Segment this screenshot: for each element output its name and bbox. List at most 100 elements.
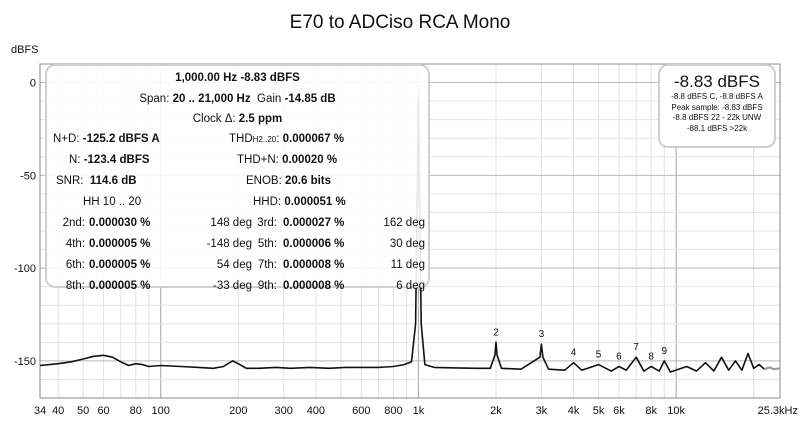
x-tick-label: 2k <box>490 405 502 417</box>
y-tick-label: -150 <box>14 356 36 368</box>
x-tick-label: 80 <box>130 405 142 417</box>
harmonic-d1-cell: -33 deg <box>212 280 252 292</box>
nd-label: N+D: <box>53 133 80 145</box>
harmonic-n2-cell: 7th: <box>257 259 277 271</box>
harmonic-v1-cell: 0.000005 % <box>89 280 151 292</box>
y-tick-label: -100 <box>14 263 36 275</box>
x-tick-label: 5k <box>593 405 605 417</box>
x-tick-label: 800 <box>384 405 402 417</box>
harmonic-n2-cell: 5th: <box>257 238 277 250</box>
harmonic-n2-cell: 3rd: <box>257 217 277 229</box>
harmonic-v1-cell: 0.000005 % <box>89 259 151 271</box>
hh-range-label: HH 10 .. 20 <box>83 196 142 208</box>
harmonic-label: 7 <box>633 342 639 353</box>
harmonic-d2-cell: 6 deg <box>396 280 425 292</box>
peak-detail-2: Peak sample: -8.83 dBFS <box>671 102 763 112</box>
harmonic-v1-cell: 0.000030 % <box>89 217 151 229</box>
x-tick-label: 10k <box>667 405 685 417</box>
x-tick-label: 25.3kHz <box>758 405 798 417</box>
gain-value: -14.85 dB <box>284 93 336 105</box>
enob-row: ENOB: 20.6 bits <box>246 175 331 187</box>
span-value: 20 .. 21,000 Hz <box>172 93 251 105</box>
thd-row: THDH2..20: 0.000067 % <box>229 133 344 145</box>
nd-row: N+D: -125.2 dBFS A <box>53 133 160 145</box>
snr-label: SNR: <box>56 175 84 187</box>
thdn-row: THD+N: 0.00020 % <box>237 154 337 166</box>
fundamental-value: 1,000.00 Hz -8.83 dBFS <box>175 72 300 84</box>
y-axis-ticks: 0 -50 -100 -150 <box>14 78 36 368</box>
harmonic-label: 6 <box>616 351 622 362</box>
harmonic-label: 9 <box>662 346 668 357</box>
harmonic-d1-cell: -148 deg <box>206 238 252 250</box>
harmonic-label: 8 <box>648 351 654 362</box>
gain-label: Gain <box>257 93 282 105</box>
stats-panel: 1,000.00 Hz -8.83 dBFS Span: 20 .. 21,00… <box>45 64 430 292</box>
x-tick-label: 3k <box>536 405 548 417</box>
peak-detail-1: -8.8 dBFS C, -8.8 dBFS A <box>671 92 763 101</box>
enob-label: ENOB: <box>246 175 282 187</box>
peak-main-value: -8.83 dBFS <box>674 72 760 91</box>
peak-box: -8.83 dBFS -8.8 dBFS C, -8.8 dBFS A Peak… <box>658 64 776 148</box>
y-tick-label: -50 <box>20 170 36 182</box>
peak-detail-3: -8.8 dBFS 22 - 22k UNW <box>672 113 762 122</box>
clock-label: Clock Δ: <box>192 113 236 125</box>
x-tick-label: 34 <box>34 405 46 417</box>
thdn-label: THD+N: <box>237 154 279 166</box>
x-tick-label: 200 <box>229 405 247 417</box>
span-label: Span: <box>139 93 170 105</box>
span-gain-row: Span: 20 .. 21,000 Hz Gain -14.85 dB <box>47 93 428 105</box>
series-line-1 <box>39 98 765 373</box>
harmonic-label: 3 <box>539 329 545 340</box>
harmonic-label: 4 <box>571 348 577 359</box>
harmonic-v2-cell: 0.000006 % <box>283 238 345 250</box>
clock-row: Clock Δ: 2.5 ppm <box>47 113 428 125</box>
x-tick-label: 8k <box>645 405 657 417</box>
fundamental-readout: 1,000.00 Hz -8.83 dBFS <box>47 72 428 84</box>
harmonic-d1-cell: 148 deg <box>210 217 252 229</box>
x-tick-label: 1k <box>413 405 425 417</box>
harmonic-d2-cell: 11 deg <box>390 259 425 271</box>
enob-value: 20.6 bits <box>285 175 332 187</box>
hhd-row: HHD: 0.000051 % <box>253 196 346 208</box>
thd-value: 0.000067 % <box>282 133 344 145</box>
harmonic-v2-cell: 0.000008 % <box>283 280 345 292</box>
harmonic-v2-cell: 0.000008 % <box>283 259 345 271</box>
hhd-label: HHD: <box>253 196 282 208</box>
y-axis-label: dBFS <box>11 44 39 56</box>
x-tick-label: 6k <box>613 405 625 417</box>
snr-value: 114.6 dB <box>89 175 137 187</box>
x-tick-label: 40 <box>52 405 64 417</box>
thd-label: THD <box>229 133 253 145</box>
chart-title: E70 to ADCiso RCA Mono <box>290 12 511 33</box>
y-tick-label: 0 <box>30 78 36 90</box>
harmonic-d1-cell: 54 deg <box>216 259 252 271</box>
harmonic-label: 5 <box>596 350 602 361</box>
thd-subscript: H2..20 <box>252 135 277 144</box>
thdn-value: 0.00020 % <box>282 154 338 166</box>
x-tick-label: 4k <box>568 405 580 417</box>
harmonic-n1-cell: 8th: <box>65 280 85 292</box>
nd-value: -125.2 dBFS A <box>82 133 160 145</box>
harmonic-d2-cell: 30 deg <box>389 238 425 250</box>
hhd-value: 0.000051 % <box>284 196 346 208</box>
harmonic-d2-cell: 162 deg <box>383 217 425 229</box>
x-tick-label: 400 <box>307 405 325 417</box>
harmonic-label: 2 <box>493 327 499 338</box>
peak-detail-4: -88.1 dBFS >22k <box>686 123 748 133</box>
noise-value: -123.4 dBFS <box>83 154 150 166</box>
x-tick-label: 50 <box>77 405 89 417</box>
clock-value: 2.5 ppm <box>238 113 283 125</box>
series-lines <box>39 98 781 373</box>
x-axis-ticks: 34 40 50 60 80 100 200 300 400 600 800 1k 2k 3k 4k 5k 6k… <box>34 405 798 417</box>
harmonic-v1-cell: 0.000005 % <box>89 238 151 250</box>
harmonic-n1-cell: 4th: <box>65 238 85 250</box>
harmonic-v2-cell: 0.000027 % <box>283 217 345 229</box>
noise-label: N: <box>69 154 81 166</box>
harmonic-n1-cell: 6th: <box>65 259 85 271</box>
snr-row: SNR: 114.6 dB <box>56 175 137 187</box>
harmonic-n1-cell: 2nd: <box>62 217 85 229</box>
x-tick-label: 300 <box>275 405 293 417</box>
series-line-2 <box>764 366 781 371</box>
harmonic-n2-cell: 9th: <box>257 280 277 292</box>
x-tick-label: 100 <box>152 405 170 417</box>
